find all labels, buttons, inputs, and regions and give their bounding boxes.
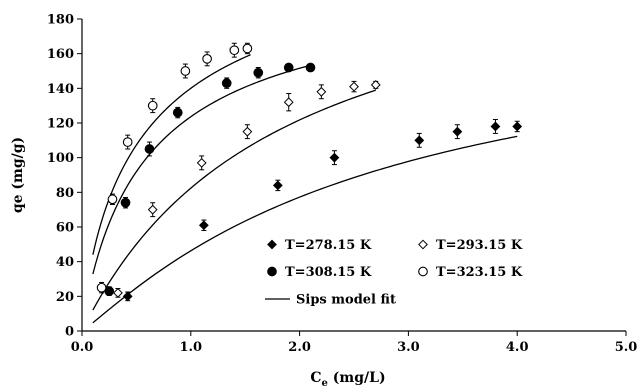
legend: T=278.15 K T=293.15 K T=308.15 K T=323.15 K… [265, 238, 523, 308]
y-tick-label: 140 [47, 82, 74, 97]
y-tick-label: 0 [65, 325, 74, 340]
x-tick-label: 5.0 [615, 340, 638, 355]
sips-fit-curve [92, 54, 251, 255]
data-point [172, 107, 183, 118]
data-point [283, 97, 294, 108]
data-point [329, 152, 340, 163]
plot-area: 0 20 40 60 80 100 120 140 160 180 0.0 1.0 2.0 3.0 4.0 5… [47, 13, 637, 356]
legend-label: T=308.15 K [285, 265, 372, 280]
data-point [107, 194, 118, 205]
legend-label: Sips model fit [296, 293, 396, 308]
x-tick-label: 2.0 [288, 340, 311, 355]
data-point [144, 144, 155, 154]
y-tick-label: 40 [56, 255, 74, 270]
legend-marker [267, 266, 277, 277]
x-axis-title-main: C [310, 370, 321, 386]
data-point [349, 81, 359, 92]
data-point [96, 282, 107, 293]
data-point [272, 180, 283, 191]
data-point [253, 67, 264, 78]
y-tick-label: 180 [47, 13, 74, 28]
data-point [229, 45, 240, 56]
y-tick-label: 160 [47, 47, 74, 62]
data-point [147, 204, 158, 215]
legend-label: T=323.15 K [436, 265, 523, 280]
y-axis-title: qe (mg/g) [10, 137, 26, 213]
data-point [283, 62, 294, 73]
data-point [242, 43, 253, 54]
y-tick-label: 60 [56, 221, 74, 236]
data-point [414, 135, 425, 146]
data-point [370, 79, 381, 90]
data-point [122, 291, 133, 302]
data-point [147, 100, 158, 111]
data-point [316, 86, 327, 97]
legend-marker [267, 239, 277, 250]
x-tick-label: 0.0 [71, 340, 94, 355]
data-point [512, 121, 523, 132]
data-point [196, 157, 207, 168]
data-point [122, 137, 133, 147]
sips-fit-curve [92, 135, 518, 324]
data-point [490, 121, 501, 132]
data-point [120, 197, 131, 208]
y-tick-label: 80 [56, 186, 74, 201]
x-axis-title: Ce (mg/L) [310, 370, 385, 388]
data-point [198, 220, 209, 231]
x-tick-label: 3.0 [397, 340, 420, 355]
data-point [242, 126, 253, 137]
data-point [221, 78, 232, 88]
y-tick-label: 120 [47, 117, 74, 132]
y-tick-label: 100 [47, 151, 74, 166]
data-point [202, 54, 212, 64]
y-tick-label: 20 [56, 290, 74, 305]
legend-marker [418, 239, 428, 250]
legend-label: T=293.15 K [436, 238, 523, 253]
x-axis-title-unit: (mg/L) [328, 370, 386, 386]
x-tick-label: 4.0 [506, 340, 529, 355]
legend-label: T=278.15 K [285, 238, 372, 253]
data-point [112, 287, 123, 298]
data-point [180, 66, 191, 76]
x-axis-title-subscript: e [322, 378, 328, 388]
data-point [305, 62, 316, 73]
legend-marker [418, 266, 428, 277]
sips-fit-curve [92, 89, 376, 311]
sips-fit-curve [92, 64, 311, 275]
data-point [452, 126, 463, 137]
x-tick-label: 1.0 [179, 340, 202, 355]
